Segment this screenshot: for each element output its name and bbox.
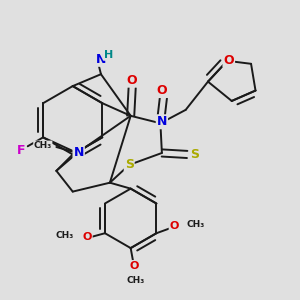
- Text: CH₃: CH₃: [186, 220, 204, 229]
- Text: O: O: [127, 74, 137, 87]
- Text: N: N: [157, 115, 167, 128]
- Text: O: O: [82, 232, 92, 242]
- Text: O: O: [169, 221, 179, 231]
- Text: CH₃: CH₃: [127, 276, 145, 285]
- Text: S: S: [125, 158, 134, 171]
- Text: O: O: [157, 84, 167, 97]
- Text: O: O: [224, 54, 234, 67]
- Text: N: N: [96, 53, 106, 66]
- Text: F: F: [17, 143, 26, 157]
- Text: CH₃: CH₃: [34, 141, 52, 150]
- Text: S: S: [190, 148, 199, 161]
- Text: H: H: [104, 50, 113, 60]
- Text: N: N: [74, 146, 84, 160]
- Text: O: O: [130, 261, 139, 271]
- Text: CH₃: CH₃: [56, 231, 74, 240]
